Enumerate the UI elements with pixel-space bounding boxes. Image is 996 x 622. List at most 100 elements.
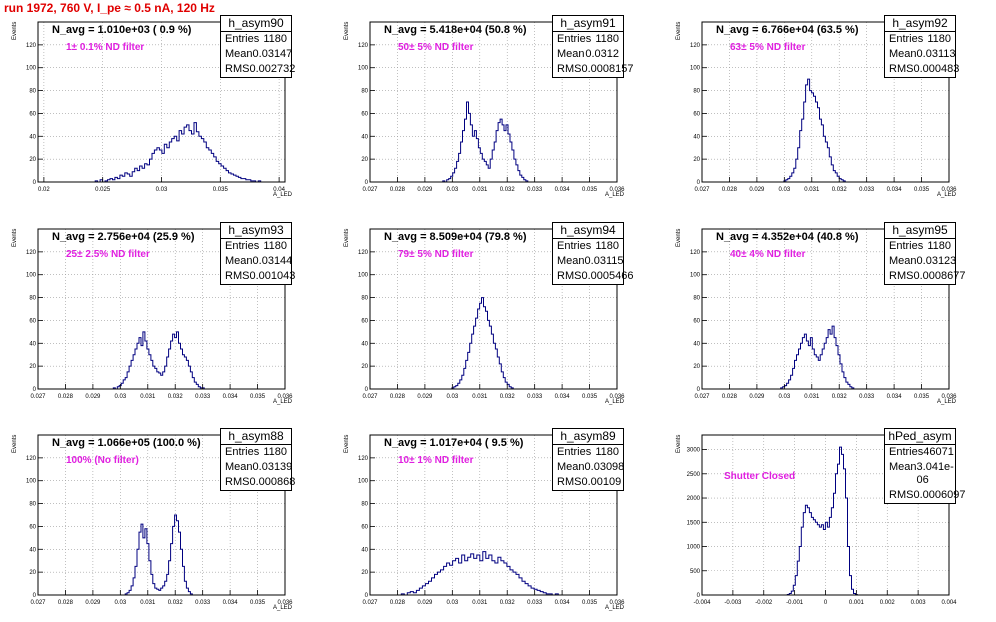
x-tick-label: 0.029 — [85, 394, 101, 400]
stats-label: Mean — [225, 255, 253, 267]
x-tick-label: 0.002 — [880, 600, 896, 606]
x-tick-label: 0.036 — [277, 394, 293, 400]
stats-label: RMS — [225, 270, 250, 282]
y-tick-label: 40 — [29, 134, 36, 140]
y-tick-label: 80 — [693, 89, 700, 95]
y-axis-label: Events — [676, 434, 682, 453]
x-tick-label: -0.004 — [693, 600, 711, 606]
y-tick-label: 500 — [690, 569, 701, 575]
histogram-plot: 0.027 0.028 0.029 0.03 0.031 0.032 0.033 0.034 0… — [690, 21, 957, 193]
stats-box: h_asym95 Entries 1180 Mean 0.03123 RMS 0.00086… — [884, 222, 965, 285]
y-tick-label: 40 — [29, 547, 36, 553]
histogram-plot: 0.027 0.028 0.029 0.03 0.031 0.032 0.033 0.034 0… — [26, 434, 293, 606]
x-tick-label: 0.04 — [273, 187, 285, 193]
x-tick-label: 0.033 — [859, 187, 875, 193]
y-tick-label: 40 — [693, 341, 700, 347]
y-tick-label: 120 — [358, 43, 369, 49]
y-tick-label: 100 — [690, 66, 701, 72]
plot-frame — [369, 434, 618, 596]
y-tick-label: 20 — [361, 364, 368, 370]
x-tick-label: 0.033 — [527, 394, 543, 400]
x-tick-label: 0.029 — [417, 394, 433, 400]
y-tick-label: 40 — [361, 341, 368, 347]
stats-label: Mean — [889, 461, 917, 473]
histogram-series — [786, 446, 858, 596]
x-tick-label: 0.035 — [582, 600, 598, 606]
histogram-plot: 0.027 0.028 0.029 0.03 0.031 0.032 0.033 0.034 0… — [26, 228, 293, 400]
x-tick-label: -0.001 — [786, 600, 804, 606]
x-tick-label: 0.029 — [417, 600, 433, 606]
n-avg-label: N_avg = 8.509e+04 (79.8 %) — [384, 231, 527, 243]
x-tick-label: 0.034 — [223, 600, 239, 606]
y-tick-label: 0 — [697, 387, 701, 393]
n-avg-label: N_avg = 5.418e+04 (50.8 %) — [384, 24, 527, 36]
stats-value: 0.03123 — [916, 255, 957, 267]
stats-title: h_asym94 — [553, 223, 623, 239]
x-tick-label: 0.027 — [362, 600, 378, 606]
x-tick-label: 0.031 — [804, 394, 820, 400]
stats-row-rms: RMS 0.00109 — [553, 475, 623, 490]
x-tick-label: 0.027 — [362, 394, 378, 400]
stats-value: 0.0008677 — [913, 270, 966, 282]
y-axis-label: Events — [344, 228, 350, 247]
stats-box: hPed_asym Entries 46071 Mean 3.041e-06 RMS 0.0… — [884, 428, 965, 504]
stats-box: h_asym89 Entries 1180 Mean 0.03098 RMS 0.00109 — [552, 428, 624, 491]
stats-value: 0.00109 — [581, 476, 622, 488]
y-tick-label: 1000 — [687, 545, 701, 551]
y-tick-label: 0 — [365, 387, 369, 393]
stats-label: RMS — [225, 63, 250, 75]
stats-row-rms: RMS 0.002732 — [221, 62, 295, 77]
filter-annotation: 50± 5% ND filter — [398, 42, 474, 53]
y-tick-label: 100 — [26, 66, 37, 72]
stats-label: Mean — [557, 255, 585, 267]
stats-value: 0.0005466 — [581, 270, 634, 282]
histogram-series — [442, 101, 529, 183]
stats-title: h_asym91 — [553, 16, 623, 32]
x-tick-label: 0.033 — [195, 600, 211, 606]
x-tick-label: 0.031 — [472, 394, 488, 400]
x-tick-label: 0.02 — [38, 187, 50, 193]
x-tick-label: 0.036 — [609, 187, 625, 193]
stats-value: 0.03147 — [252, 48, 293, 60]
n-avg-label: N_avg = 6.766e+04 (63.5 %) — [716, 24, 859, 36]
stats-title: h_asym90 — [221, 16, 291, 32]
y-tick-label: 1500 — [687, 520, 701, 526]
stats-label: RMS — [225, 476, 250, 488]
y-tick-label: 120 — [690, 250, 701, 256]
stats-value: 0.000868 — [249, 476, 296, 488]
histogram-series — [112, 331, 205, 390]
histogram-series — [451, 297, 514, 389]
x-axis-label: A_LED — [273, 605, 293, 611]
y-tick-label: 120 — [26, 250, 37, 256]
x-tick-label: 0.03 — [156, 187, 168, 193]
y-tick-label: 80 — [29, 296, 36, 302]
y-tick-label: 20 — [693, 157, 700, 163]
histogram-panel-h_asym91: 0.027 0.028 0.029 0.03 0.031 0.032 0.033 0.034 0… — [332, 0, 662, 205]
stats-row-entries: Entries 1180 — [221, 445, 291, 460]
x-tick-label: 0.035 — [914, 187, 930, 193]
plot-frame — [701, 21, 950, 183]
y-axis-label: Events — [12, 434, 18, 453]
y-tick-label: 60 — [29, 524, 36, 530]
histogram-panel-h_asym90: 0.02 0.025 0.03 0.035 0.04 0 20 40 60 80 100 120 Eve… — [0, 0, 330, 205]
x-tick-label: 0.03 — [778, 187, 790, 193]
y-tick-label: 120 — [358, 456, 369, 462]
stats-row-rms: RMS 0.0008157 — [553, 62, 633, 77]
stats-row-entries: Entries 1180 — [221, 239, 291, 254]
stats-title: h_asym88 — [221, 429, 291, 445]
x-axis-label: A_LED — [605, 192, 625, 198]
page-title: run 1972, 760 V, I_pe ≈ 0.5 nA, 120 Hz — [4, 1, 215, 15]
stats-row-mean: Mean 0.03139 — [221, 460, 292, 475]
x-tick-label: 0.001 — [849, 600, 865, 606]
histogram-series — [400, 551, 559, 596]
stats-row-mean: Mean 0.03144 — [221, 254, 292, 269]
filter-annotation: 40± 4% ND filter — [730, 249, 806, 260]
x-tick-label: 0.027 — [30, 600, 46, 606]
x-tick-label: 0.036 — [277, 600, 293, 606]
stats-row-entries: Entries 1180 — [885, 239, 955, 254]
stats-row-entries: Entries 1180 — [553, 32, 623, 47]
stats-label: Mean — [557, 461, 585, 473]
x-tick-label: 0.034 — [223, 394, 239, 400]
y-tick-label: 100 — [358, 273, 369, 279]
filter-annotation: 1± 0.1% ND filter — [66, 42, 145, 53]
